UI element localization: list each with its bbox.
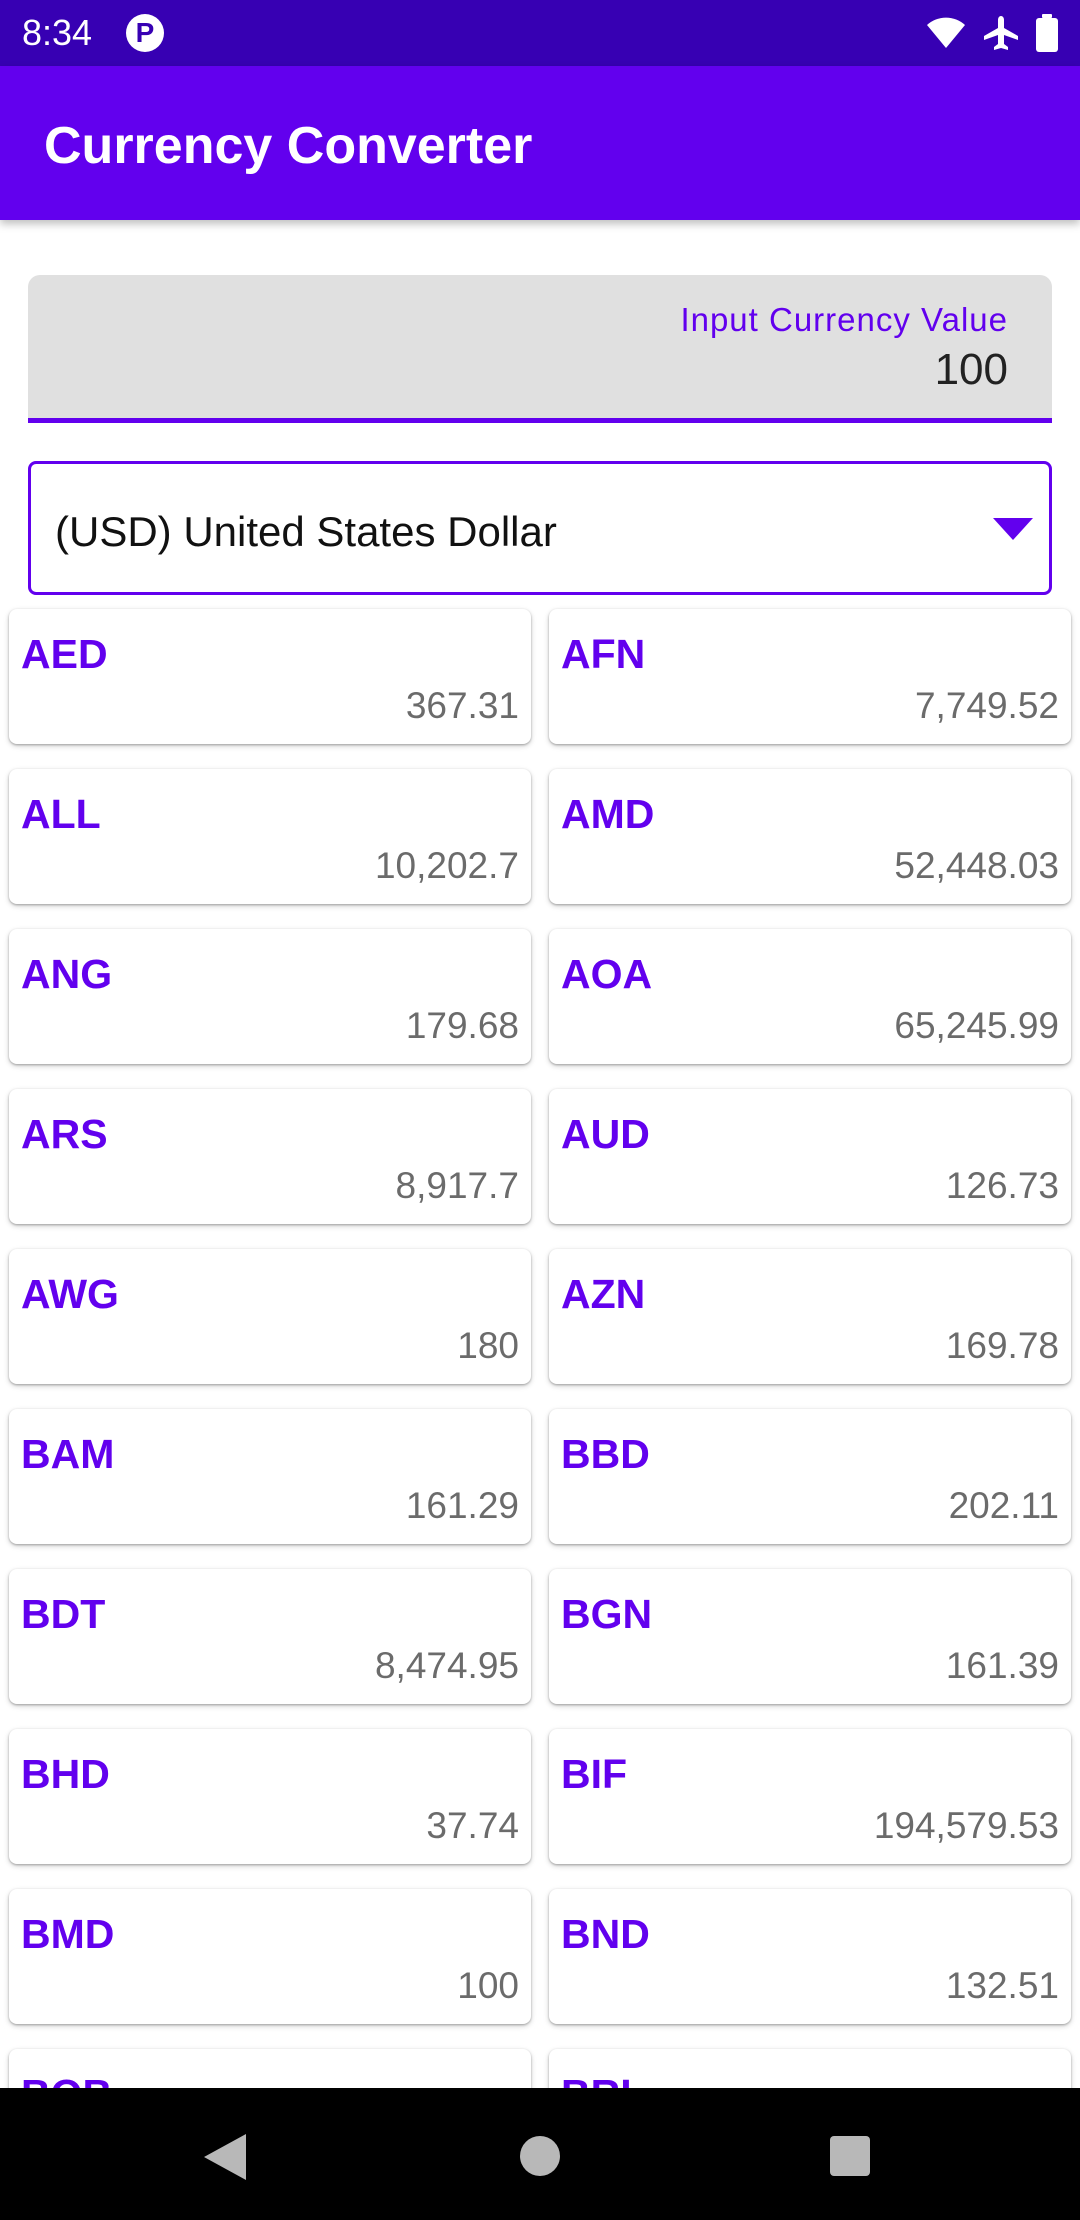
base-currency-dropdown[interactable]: (USD) United States Dollar: [28, 461, 1052, 595]
converted-value: 7,749.52: [914, 685, 1059, 726]
currency-card[interactable]: BGN 161.39: [549, 1569, 1071, 1704]
currency-card[interactable]: BAM 161.29: [9, 1409, 531, 1544]
currency-card[interactable]: AFN 7,749.52: [549, 609, 1071, 744]
currency-card[interactable]: BBD 202.11: [549, 1409, 1071, 1544]
currency-card[interactable]: BIF 194,579.53: [549, 1729, 1071, 1864]
currency-code: BIF: [561, 1751, 628, 1797]
currency-card[interactable]: BHD 37.74: [9, 1729, 531, 1864]
currency-code: BND: [561, 1911, 650, 1957]
app-title: Currency Converter: [44, 117, 533, 175]
dropdown-arrow-icon[interactable]: [991, 516, 1035, 542]
wifi-icon: [927, 17, 965, 48]
converted-value: 37.74: [426, 1805, 519, 1846]
currency-code: BMD: [21, 1911, 115, 1957]
currency-card[interactable]: ARS 8,917.7: [9, 1089, 531, 1224]
recents-icon[interactable]: [828, 2134, 872, 2178]
converted-value: 8,917.7: [395, 1165, 519, 1206]
back-icon[interactable]: [202, 2132, 248, 2182]
converted-value: 194,579.53: [873, 1805, 1059, 1846]
converted-value: 180: [457, 1325, 519, 1366]
status-bar: 8:34 P: [0, 0, 1080, 66]
currency-code: BHD: [21, 1751, 110, 1797]
currency-code: BGN: [561, 1591, 653, 1637]
converted-value: 8,474.95: [374, 1645, 519, 1686]
currency-card[interactable]: AMD 52,448.03: [549, 769, 1071, 904]
currency-card[interactable]: AOA 65,245.99: [549, 929, 1071, 1064]
currency-card[interactable]: ALL 10,202.7: [9, 769, 531, 904]
selected-currency-label: (USD) United States Dollar: [55, 508, 557, 555]
currency-code: ARS: [21, 1111, 108, 1157]
converted-value: 100: [457, 1965, 519, 2006]
currency-code: AFN: [561, 631, 646, 677]
currency-code: AMD: [561, 791, 655, 837]
currency-code: AOA: [561, 951, 653, 997]
currency-card[interactable]: BDT 8,474.95: [9, 1569, 531, 1704]
currency-code: BOB: [21, 2071, 112, 2088]
currency-code: BRL: [561, 2071, 645, 2088]
currency-code: ANG: [21, 951, 113, 997]
currency-code: AZN: [561, 1271, 646, 1317]
currency-value-label: Input Currency Value: [680, 301, 1008, 338]
currency-card[interactable]: BOB: [9, 2049, 531, 2088]
currency-code: AED: [21, 631, 108, 677]
currency-code: BBD: [561, 1431, 650, 1477]
converted-value: 161.29: [405, 1485, 519, 1526]
currency-card[interactable]: ANG 179.68: [9, 929, 531, 1064]
airplane-icon: [984, 16, 1018, 50]
battery-icon: [1036, 14, 1058, 52]
currency-card[interactable]: AED 367.31: [9, 609, 531, 744]
converted-value: 132.51: [945, 1965, 1059, 2006]
app-bar: Currency Converter: [0, 66, 1080, 220]
converted-value: 161.39: [945, 1645, 1059, 1686]
currency-code: BAM: [21, 1431, 115, 1477]
currency-code: BDT: [21, 1591, 106, 1637]
currency-code: ALL: [21, 791, 101, 837]
converted-value: 126.73: [945, 1165, 1059, 1206]
currency-card[interactable]: BRL: [549, 2049, 1071, 2088]
converted-value: 367.31: [405, 685, 519, 726]
currency-list[interactable]: AED 367.31 AFN 7,749.52 ALL 10,202.7 AMD 52,448…: [0, 600, 1080, 2088]
converted-value: 202.11: [948, 1485, 1059, 1526]
converted-value: 10,202.7: [374, 845, 519, 886]
currency-value-field[interactable]: Input Currency Value: [28, 275, 1052, 423]
converted-value: 179.68: [405, 1005, 519, 1046]
app-notification-icon: P: [126, 14, 164, 52]
currency-card[interactable]: AWG 180: [9, 1249, 531, 1384]
status-time: 8:34: [22, 12, 93, 53]
converted-value: 65,245.99: [894, 1005, 1059, 1046]
converted-value: 169.78: [945, 1325, 1059, 1366]
converted-value: 52,448.03: [894, 845, 1059, 886]
status-icons: [926, 12, 1058, 54]
currency-grid: AED 367.31 AFN 7,749.52 ALL 10,202.7 AMD 52,448…: [9, 609, 1071, 2088]
currency-code: AUD: [561, 1111, 650, 1157]
system-navigation-bar: [0, 2088, 1080, 2220]
currency-card[interactable]: BND 132.51: [549, 1889, 1071, 2024]
currency-card[interactable]: BMD 100: [9, 1889, 531, 2024]
currency-code: AWG: [21, 1271, 119, 1317]
currency-card[interactable]: AZN 169.78: [549, 1249, 1071, 1384]
currency-value-input[interactable]: [408, 345, 1008, 395]
currency-card[interactable]: AUD 126.73: [549, 1089, 1071, 1224]
home-icon[interactable]: [518, 2134, 562, 2178]
